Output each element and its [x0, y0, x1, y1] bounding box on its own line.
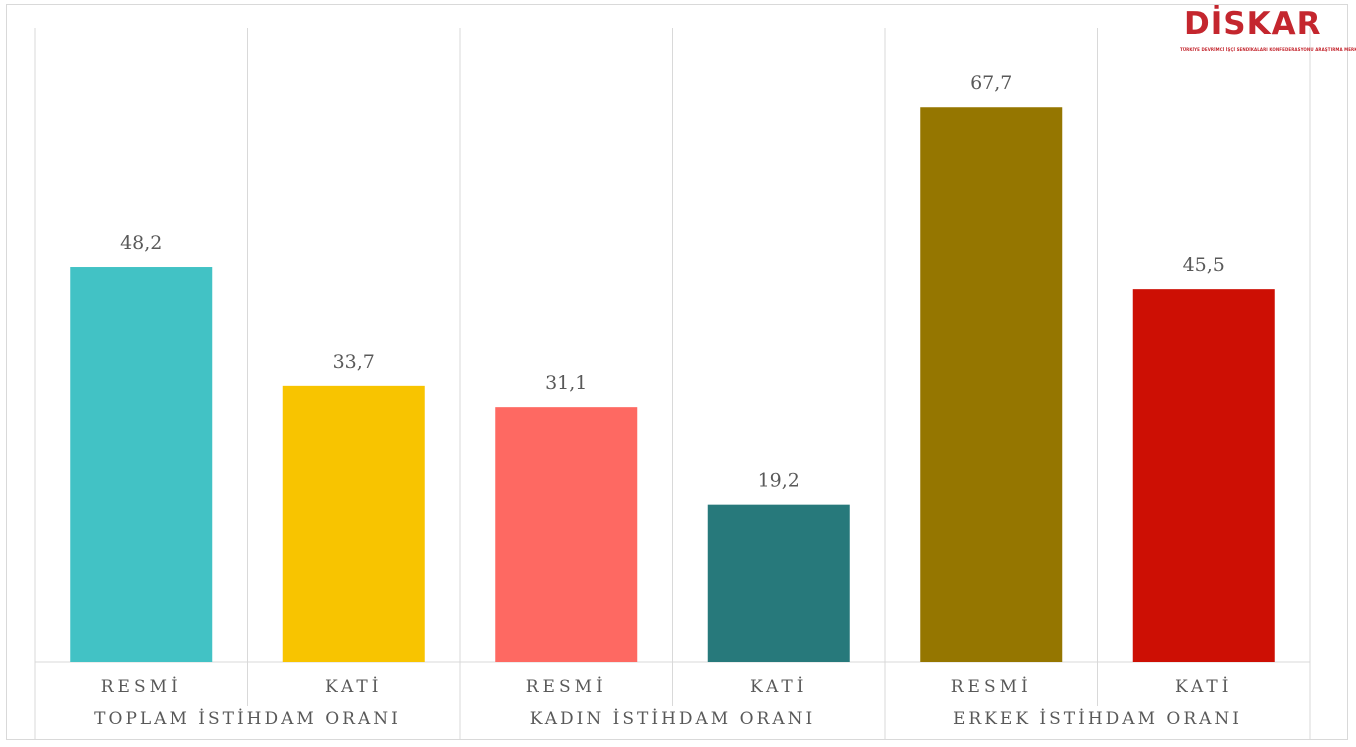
x-tick-label: RESMİ [101, 676, 182, 697]
data-label: 48,2 [120, 232, 162, 254]
data-label: 19,2 [758, 470, 800, 492]
data-label: 33,7 [333, 351, 375, 373]
data-label: 31,1 [545, 372, 587, 394]
data-label: 67,7 [970, 72, 1012, 94]
x-tick-label: KATİ [1175, 676, 1232, 697]
diskar-logo: DİSKAR TÜRKİYE DEVRİMCİ İŞÇİ SENDİKALARI… [1180, 6, 1356, 60]
x-tick-label: RESMİ [951, 676, 1032, 697]
logo-subtitle: TÜRKİYE DEVRİMCİ İŞÇİ SENDİKALARI KONFED… [1180, 47, 1356, 52]
bar [495, 407, 638, 662]
group-label: KADIN İSTİHDAM ORANI [530, 708, 815, 729]
chart-frame [6, 4, 1348, 740]
x-tick-label: KATİ [325, 676, 382, 697]
group-label: TOPLAM İSTİHDAM ORANI [94, 708, 401, 729]
bar [920, 107, 1063, 663]
bar [1132, 289, 1275, 662]
logo-wordmark: DİSKAR [1184, 6, 1322, 42]
bar [282, 385, 425, 662]
data-label: 45,5 [1183, 254, 1225, 276]
group-label: ERKEK İSTİHDAM ORANI [953, 708, 1242, 729]
x-tick-label: KATİ [750, 676, 807, 697]
x-tick-label: RESMİ [526, 676, 607, 697]
bar [707, 504, 850, 662]
bar [70, 267, 213, 662]
